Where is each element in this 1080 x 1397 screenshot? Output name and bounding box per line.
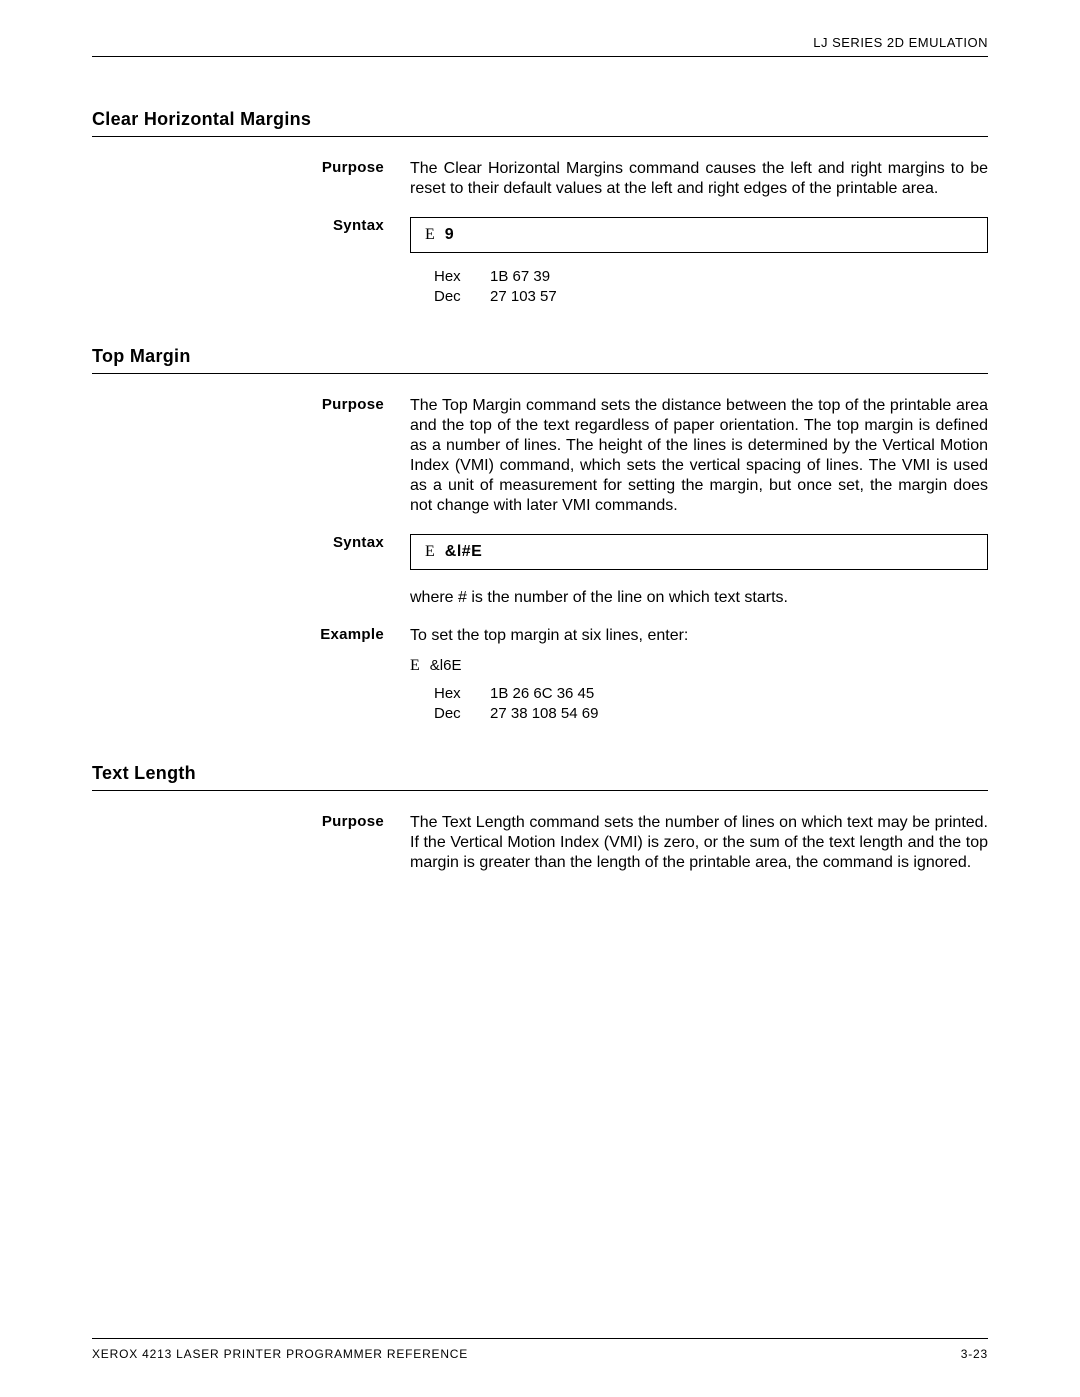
code-block-1: Hex 1B 26 6C 36 45 Dec 27 38 108 54 69 <box>434 684 988 723</box>
purpose-text-1: The Top Margin command sets the distance… <box>410 396 988 516</box>
esc-char: E <box>425 225 435 245</box>
dec-val-0: 27 103 57 <box>490 287 557 307</box>
example-cmd: E &l6E <box>410 656 988 676</box>
syntax-box-0: E 9 <box>410 217 988 253</box>
page-footer: XEROX 4213 LASER PRINTER PROGRAMMER REFE… <box>92 1338 988 1361</box>
syntax-content-1: E &l#E where # is the number of the line… <box>410 534 988 608</box>
hex-val-0: 1B 67 39 <box>490 267 550 287</box>
hex-val-1: 1B 26 6C 36 45 <box>490 684 594 704</box>
syntax-box-1: E &l#E <box>410 534 988 570</box>
dec-label: Dec <box>434 287 474 307</box>
syntax-code-1: &l#E <box>445 542 483 562</box>
header-right: LJ SERIES 2D EMULATION <box>813 35 988 50</box>
where-note: where # is the number of the line on whi… <box>410 588 988 608</box>
row-syntax: Syntax E &l#E where # is the number of t… <box>92 534 988 608</box>
dec-val-1: 27 38 108 54 69 <box>490 704 598 724</box>
label-example: Example <box>92 626 410 723</box>
example-code: &l6E <box>430 657 462 676</box>
hex-label: Hex <box>434 267 474 287</box>
row-example: Example To set the top margin at six lin… <box>92 626 988 723</box>
hex-label: Hex <box>434 684 474 704</box>
purpose-text-2: The Text Length command sets the number … <box>410 813 988 873</box>
purpose-text-0: The Clear Horizontal Margins command cau… <box>410 159 988 199</box>
syntax-code-0: 9 <box>445 225 454 245</box>
page: LJ SERIES 2D EMULATION Clear Horizontal … <box>0 0 1080 1397</box>
code-block-0: Hex 1B 67 39 Dec 27 103 57 <box>434 267 988 306</box>
example-content-1: To set the top margin at six lines, ente… <box>410 626 988 723</box>
section-title-top-margin: Top Margin <box>92 346 988 374</box>
label-purpose: Purpose <box>92 159 410 199</box>
label-purpose: Purpose <box>92 396 410 516</box>
syntax-content-0: E 9 Hex 1B 67 39 Dec 27 103 57 <box>410 217 988 306</box>
footer-right: 3-23 <box>961 1347 988 1361</box>
row-purpose: Purpose The Top Margin command sets the … <box>92 396 988 516</box>
section-title-clear-margins: Clear Horizontal Margins <box>92 109 988 137</box>
label-syntax: Syntax <box>92 217 410 306</box>
example-intro: To set the top margin at six lines, ente… <box>410 626 988 646</box>
row-syntax: Syntax E 9 Hex 1B 67 39 Dec 27 103 57 <box>92 217 988 306</box>
row-purpose: Purpose The Text Length command sets the… <box>92 813 988 873</box>
section-title-text-length: Text Length <box>92 763 988 791</box>
dec-label: Dec <box>434 704 474 724</box>
esc-char: E <box>410 656 420 676</box>
page-header: LJ SERIES 2D EMULATION <box>92 35 988 57</box>
footer-left: XEROX 4213 LASER PRINTER PROGRAMMER REFE… <box>92 1347 468 1361</box>
esc-char: E <box>425 542 435 562</box>
row-purpose: Purpose The Clear Horizontal Margins com… <box>92 159 988 199</box>
label-purpose: Purpose <box>92 813 410 873</box>
label-syntax: Syntax <box>92 534 410 608</box>
